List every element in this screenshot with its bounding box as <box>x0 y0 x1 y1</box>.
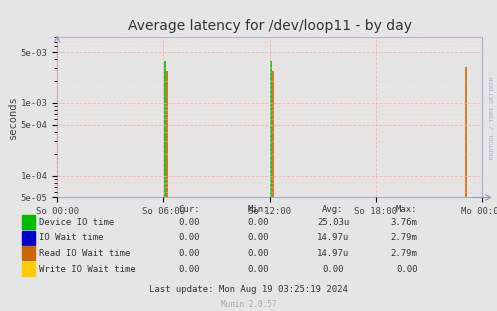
Text: 0.00: 0.00 <box>248 218 269 227</box>
Text: Max:: Max: <box>396 205 417 214</box>
Text: 0.00: 0.00 <box>178 218 200 227</box>
Text: 25.03u: 25.03u <box>317 218 349 227</box>
Text: 2.79m: 2.79m <box>391 234 417 242</box>
Text: 0.00: 0.00 <box>178 249 200 258</box>
Text: 0.00: 0.00 <box>248 249 269 258</box>
Text: Write IO Wait time: Write IO Wait time <box>39 265 136 273</box>
Y-axis label: seconds: seconds <box>8 95 18 139</box>
Text: 0.00: 0.00 <box>396 265 417 273</box>
Text: Avg:: Avg: <box>322 205 344 214</box>
Text: Min:: Min: <box>248 205 269 214</box>
Text: 0.00: 0.00 <box>178 234 200 242</box>
Title: Average latency for /dev/loop11 - by day: Average latency for /dev/loop11 - by day <box>128 19 412 33</box>
Text: RRDTOOL / TOBI OETIKER: RRDTOOL / TOBI OETIKER <box>490 77 495 160</box>
Text: 0.00: 0.00 <box>178 265 200 273</box>
Text: 0.00: 0.00 <box>248 234 269 242</box>
Text: 0.00: 0.00 <box>322 265 344 273</box>
Text: 14.97u: 14.97u <box>317 249 349 258</box>
Text: IO Wait time: IO Wait time <box>39 234 103 242</box>
Text: 2.79m: 2.79m <box>391 249 417 258</box>
Text: Read IO Wait time: Read IO Wait time <box>39 249 130 258</box>
Text: 0.00: 0.00 <box>248 265 269 273</box>
Text: 14.97u: 14.97u <box>317 234 349 242</box>
Text: 3.76m: 3.76m <box>391 218 417 227</box>
Text: Device IO time: Device IO time <box>39 218 114 227</box>
Text: Munin 2.0.57: Munin 2.0.57 <box>221 300 276 309</box>
Text: Cur:: Cur: <box>178 205 200 214</box>
Text: Last update: Mon Aug 19 03:25:19 2024: Last update: Mon Aug 19 03:25:19 2024 <box>149 285 348 294</box>
